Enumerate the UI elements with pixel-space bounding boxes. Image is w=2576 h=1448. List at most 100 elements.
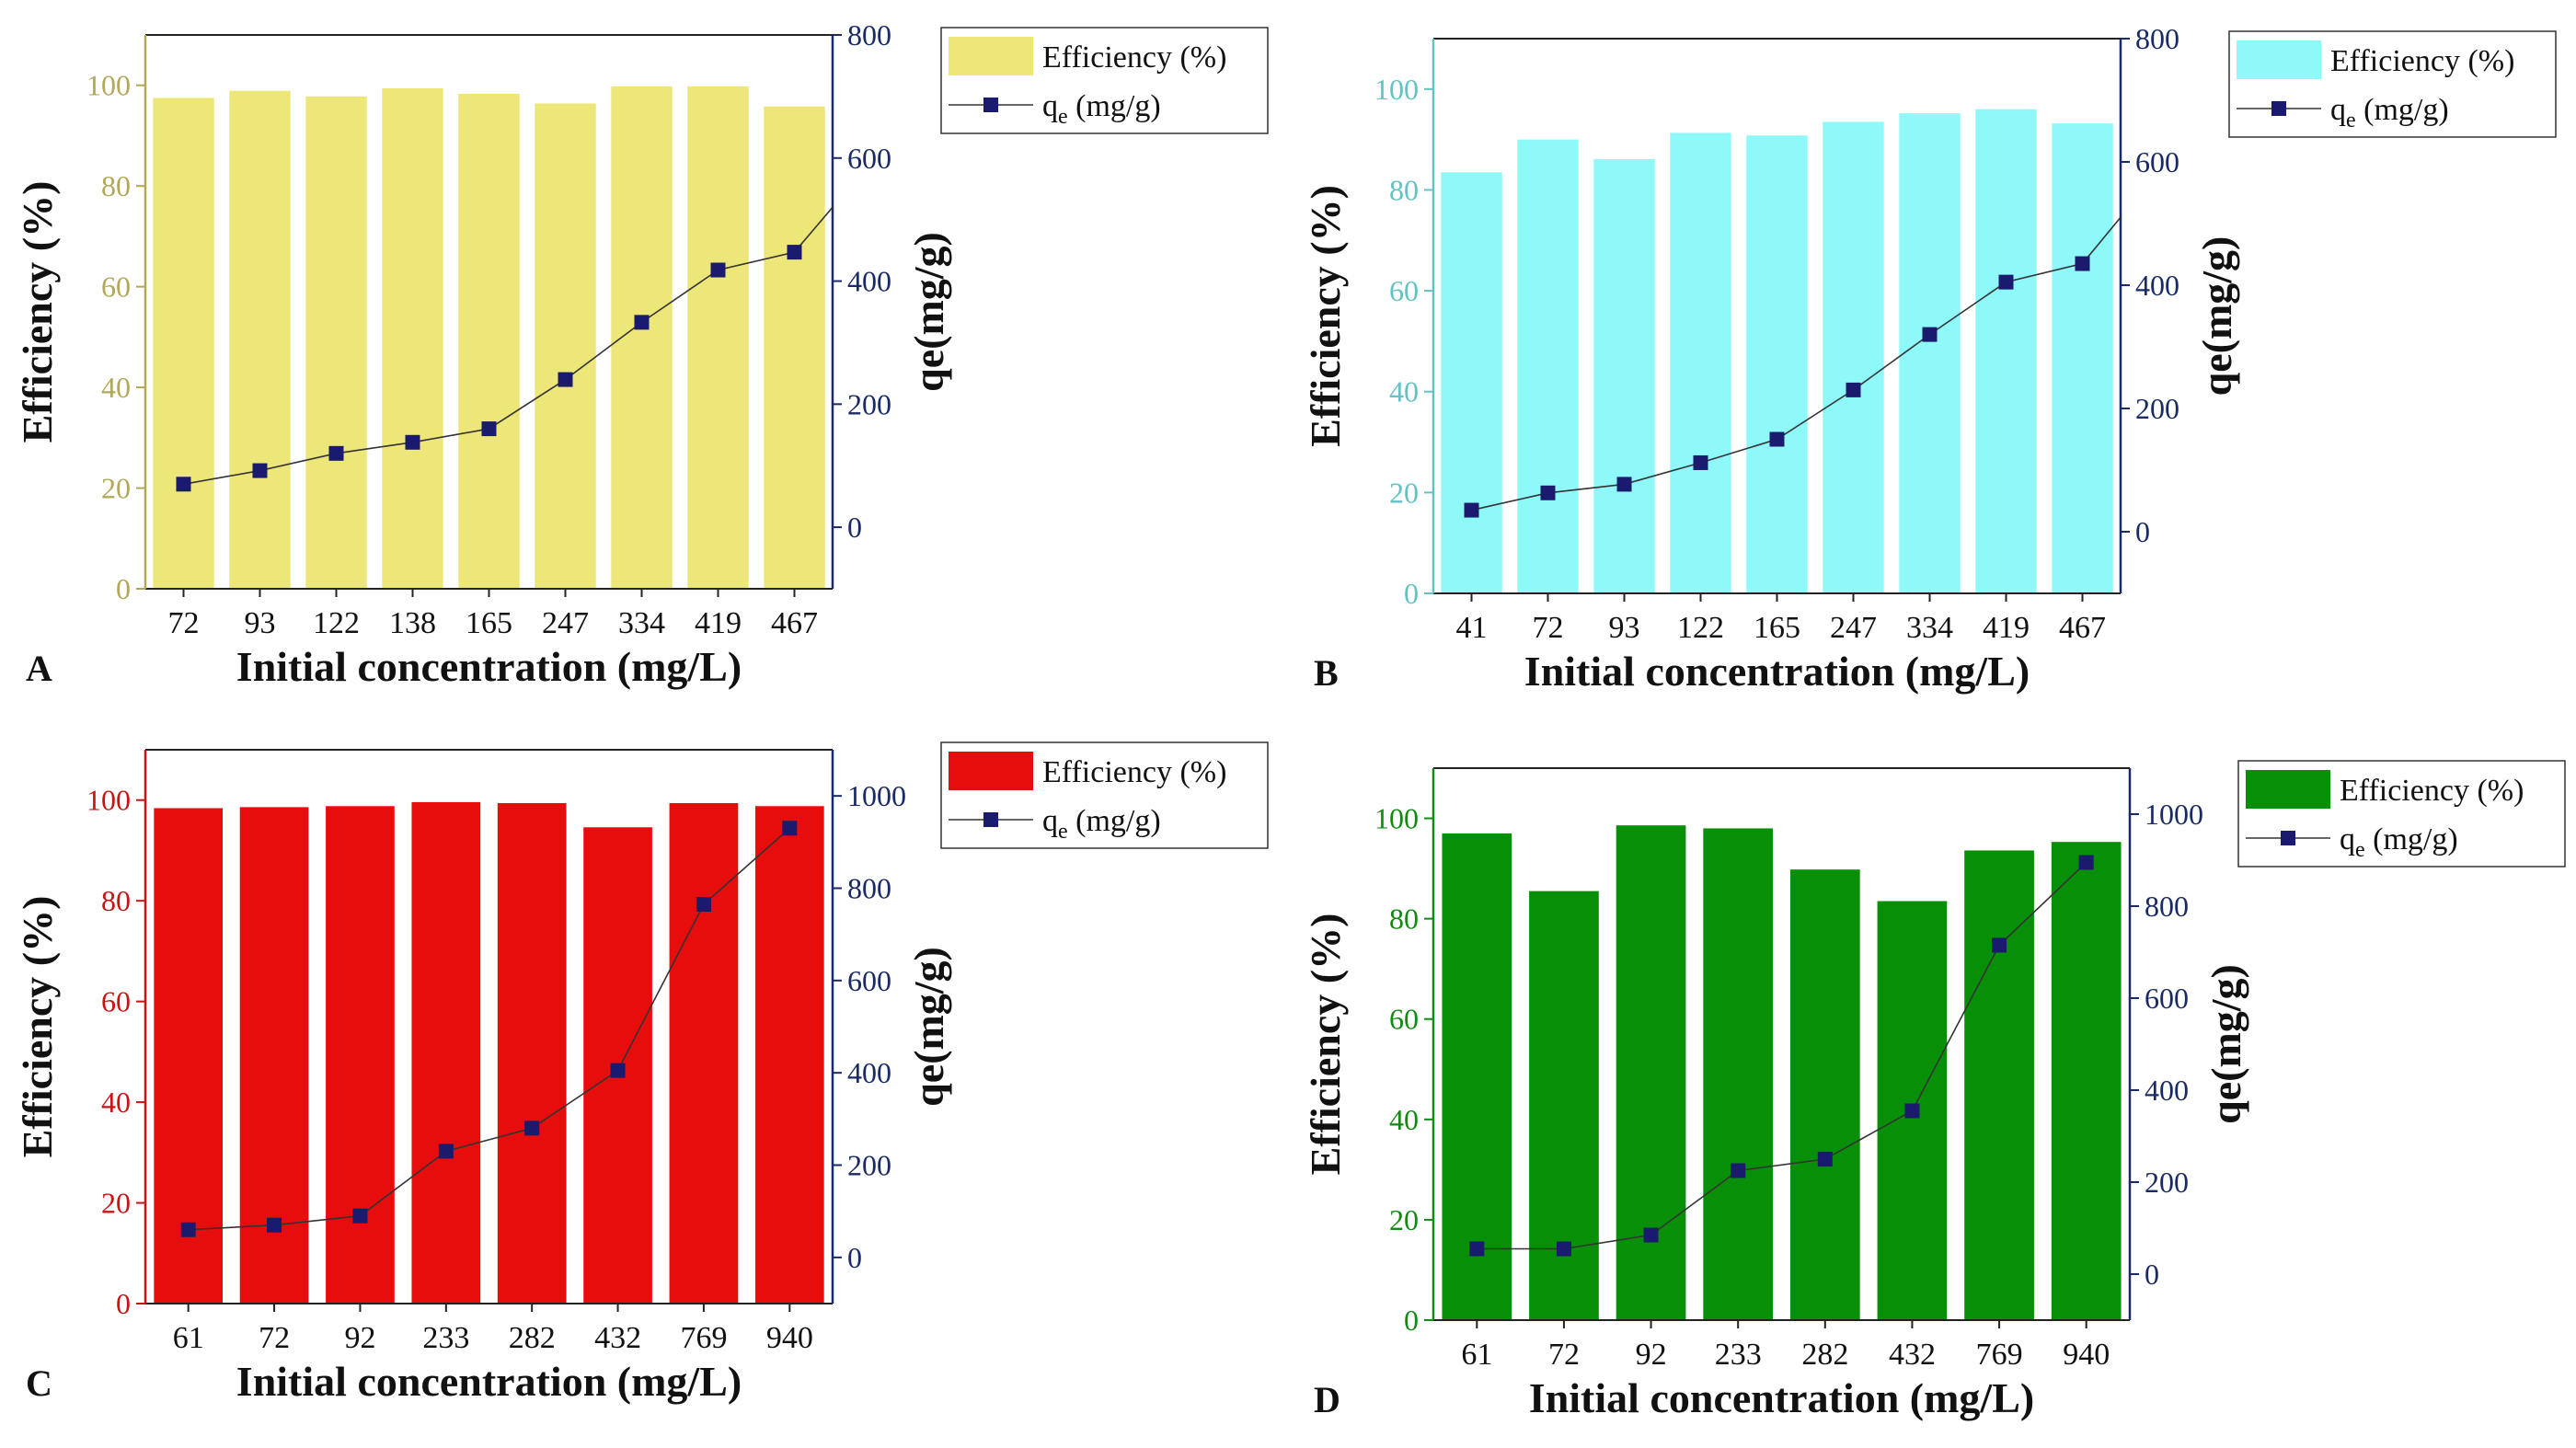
qe-marker <box>2075 256 2090 271</box>
right-tick-label: 200 <box>2135 392 2179 425</box>
x-tick-label: 233 <box>1715 1338 1762 1372</box>
x-tick-label: 940 <box>766 1321 813 1355</box>
x-tick-label: 93 <box>245 606 276 640</box>
x-tick-label: 72 <box>1548 1338 1580 1372</box>
x-tick-label: 92 <box>1636 1338 1667 1372</box>
bar <box>764 106 825 590</box>
bar <box>2051 842 2122 1320</box>
left-tick-label: 0 <box>116 572 131 605</box>
x-tick-label: 334 <box>618 606 665 640</box>
bar <box>305 96 367 589</box>
bar <box>1593 159 1655 594</box>
right-tick-label: 1000 <box>2145 798 2203 831</box>
qe-line <box>183 206 834 486</box>
bar <box>1616 825 1686 1320</box>
qe-marker <box>782 821 798 836</box>
qe-marker <box>267 1217 282 1233</box>
qe-marker <box>1846 382 1861 397</box>
x-tick-label: 419 <box>695 606 742 640</box>
qe-marker <box>1616 477 1632 492</box>
qe-line <box>1471 216 2122 511</box>
left-axis-title: Efficiency (%) <box>1302 914 1349 1176</box>
bar <box>1789 869 1860 1320</box>
bar <box>1746 135 1808 593</box>
bar <box>687 86 749 589</box>
x-axis-title: Initial concentration (mg/L) <box>1529 1374 2034 1421</box>
x-tick-label: 432 <box>594 1321 641 1355</box>
x-tick-label: 282 <box>509 1321 556 1355</box>
x-tick-label: 165 <box>466 606 512 640</box>
legend-line-label: qe (mg/g) <box>2330 93 2449 132</box>
qe-marker <box>2078 855 2094 870</box>
bar <box>1670 132 1731 593</box>
right-tick-label: 0 <box>847 1241 862 1274</box>
x-tick-label: 92 <box>344 1321 375 1355</box>
right-tick-label: 400 <box>2145 1074 2189 1107</box>
x-tick-label: 334 <box>1906 611 1953 645</box>
qe-marker <box>1998 274 2014 290</box>
left-tick-label: 0 <box>1404 1304 1419 1337</box>
legend-line-label: qe (mg/g) <box>1042 804 1161 844</box>
right-tick-label: 800 <box>2145 890 2189 923</box>
right-tick-label: 600 <box>847 142 891 175</box>
x-tick-label: 61 <box>173 1321 204 1355</box>
legend-line-label: qe (mg/g) <box>1042 89 1161 129</box>
bar <box>2052 123 2113 593</box>
panel-letter: C <box>26 1362 52 1404</box>
right-tick-label: 600 <box>2135 145 2179 178</box>
left-tick-label: 40 <box>1389 1103 1419 1136</box>
qe-line <box>188 827 790 1231</box>
right-tick-label: 800 <box>2135 22 2179 55</box>
qe-marker <box>180 1222 196 1237</box>
qe-marker <box>252 463 268 478</box>
legend-bar-label: Efficiency (%) <box>1042 755 1226 789</box>
qe-marker <box>352 1208 368 1224</box>
left-tick-label: 60 <box>1389 274 1419 307</box>
chart-panel-a: 0 20 40 60 80 100 0 200 400 600 800 72 93 122 138 165 24… <box>14 18 1269 690</box>
x-tick-label: 432 <box>1889 1338 1936 1372</box>
bar <box>154 808 224 1304</box>
qe-marker <box>438 1143 454 1159</box>
left-tick-label: 20 <box>101 1187 131 1220</box>
left-axis-title: Efficiency (%) <box>1302 185 1349 447</box>
left-tick-label: 100 <box>1374 73 1419 106</box>
left-tick-label: 80 <box>1389 902 1419 936</box>
legend-bar-swatch <box>949 37 1033 75</box>
x-axis-title: Initial concentration (mg/L) <box>236 643 742 690</box>
bar <box>326 806 395 1304</box>
legend-line-marker <box>983 812 998 827</box>
right-tick-label: 600 <box>847 964 891 997</box>
right-tick-label: 200 <box>2145 1166 2189 1199</box>
qe-marker <box>328 445 344 461</box>
bar <box>1703 828 1774 1320</box>
qe-marker <box>176 477 191 492</box>
x-tick-label: 122 <box>313 606 360 640</box>
left-tick-label: 40 <box>101 1086 131 1119</box>
qe-marker <box>1769 431 1785 447</box>
bar <box>754 806 824 1304</box>
bar <box>1441 172 1502 593</box>
x-tick-label: 467 <box>2059 611 2106 645</box>
x-tick-label: 940 <box>2063 1338 2110 1372</box>
left-tick-label: 60 <box>101 270 131 304</box>
left-tick-label: 40 <box>101 371 131 404</box>
right-tick-label: 1000 <box>847 779 906 812</box>
left-tick-label: 80 <box>101 169 131 202</box>
left-tick-label: 100 <box>86 69 131 102</box>
left-tick-label: 20 <box>1389 476 1419 509</box>
legend-line-marker <box>2281 831 2295 845</box>
right-tick-label: 800 <box>847 18 891 52</box>
right-tick-label: 0 <box>847 511 862 544</box>
bar <box>1975 109 2037 593</box>
left-tick-label: 60 <box>1389 1003 1419 1036</box>
right-tick-label: 400 <box>847 265 891 298</box>
x-tick-label: 72 <box>259 1321 290 1355</box>
legend-line-marker <box>2271 101 2286 116</box>
bar <box>1823 121 1884 593</box>
left-tick-label: 100 <box>1374 802 1419 835</box>
qe-marker <box>1540 485 1556 500</box>
qe-marker <box>1922 327 1938 342</box>
qe-marker <box>1464 502 1479 518</box>
left-tick-label: 80 <box>101 884 131 917</box>
bar <box>1442 833 1512 1320</box>
